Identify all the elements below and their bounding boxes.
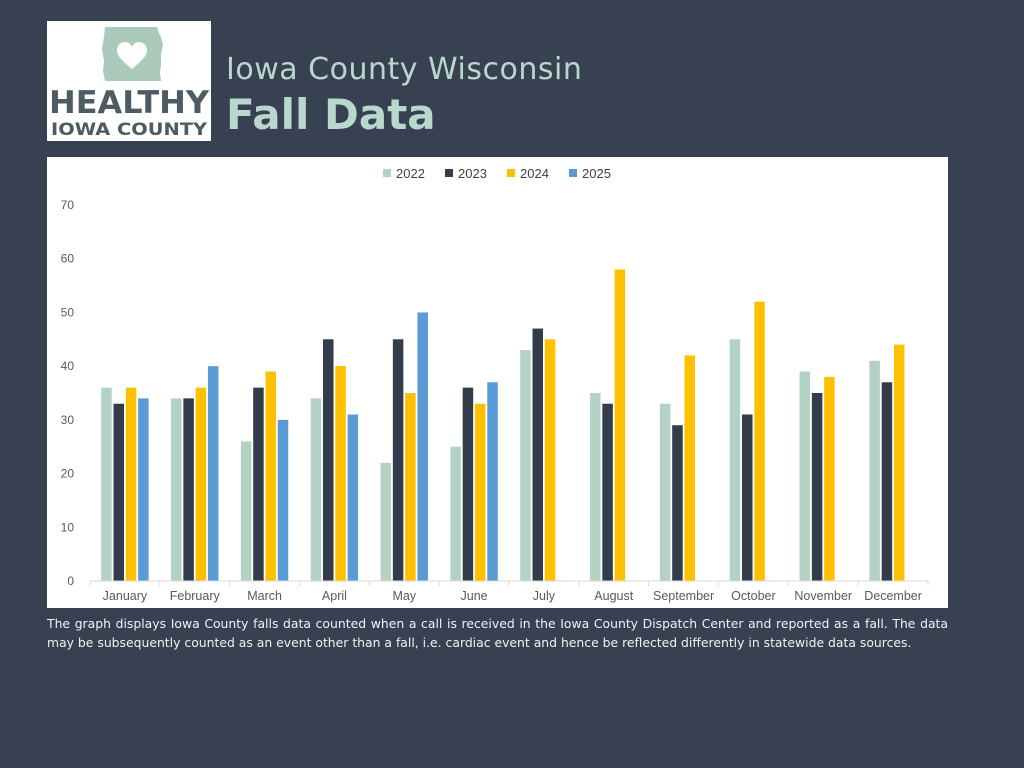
chart-canvas: 2022 2023 2024 2025 0 10 20 30 40 50 60 70 January… <box>61 166 929 603</box>
chart-caption: The graph displays Iowa County falls dat… <box>47 616 948 650</box>
x-tick-label: February <box>170 589 221 603</box>
bar-2024-october <box>754 301 765 581</box>
heart-icon <box>117 42 147 69</box>
bar-2024-april <box>335 366 346 581</box>
x-tick-label: March <box>247 589 282 603</box>
bar-2023-april <box>323 339 334 581</box>
bar-2024-june <box>474 403 486 581</box>
bar-2025-june <box>487 382 498 581</box>
bar-2024-december <box>893 344 905 581</box>
legend-label-2023: 2023 <box>458 166 487 181</box>
bar-2025-january <box>138 398 149 581</box>
bar-2022-october <box>729 339 741 581</box>
legend-swatch-2022 <box>383 169 391 177</box>
bar-2024-august <box>614 269 626 581</box>
x-axis-ticks <box>89 581 929 586</box>
bar-2022-may <box>380 462 392 581</box>
x-tick-label: August <box>594 589 633 603</box>
bar-2022-january <box>101 387 112 581</box>
bar-2023-november <box>811 393 823 581</box>
bar-2023-july <box>532 328 544 581</box>
y-tick-label: 50 <box>61 305 75 319</box>
bar-2024-november <box>824 376 835 581</box>
x-tick-label: October <box>731 589 775 603</box>
page-subtitle: Iowa County Wisconsin <box>226 52 583 87</box>
bar-2025-may <box>417 312 428 581</box>
x-tick-label: July <box>533 589 556 603</box>
y-tick-label: 0 <box>67 574 74 588</box>
bar-2023-february <box>183 398 194 581</box>
x-tick-label: May <box>392 589 416 603</box>
y-tick-label: 20 <box>61 467 75 481</box>
legend-swatch-2025 <box>569 169 577 177</box>
bar-2022-december <box>869 360 880 581</box>
bar-2024-september <box>684 355 695 581</box>
bar-2023-june <box>462 387 474 581</box>
bar-2024-july <box>544 339 556 581</box>
legend-label-2025: 2025 <box>582 166 611 181</box>
bar-2022-november <box>799 371 811 581</box>
x-tick-label: December <box>864 589 922 603</box>
x-tick-label: January <box>103 589 148 603</box>
bar-2024-january <box>125 387 137 581</box>
bar-2023-december <box>881 382 893 581</box>
legend-swatch-2024 <box>507 169 515 177</box>
bar-2024-march <box>265 371 276 581</box>
y-tick-label: 60 <box>61 252 75 266</box>
logo-healthy-text: HEALTHY <box>49 85 210 121</box>
x-axis-labels: January February March April May June July Augu… <box>103 589 922 603</box>
bar-2023-january <box>113 403 125 581</box>
bar-2022-september <box>659 403 671 581</box>
y-axis-ticks: 0 10 20 30 40 50 60 70 <box>61 198 75 588</box>
y-tick-label: 30 <box>61 413 75 427</box>
legend-label-2022: 2022 <box>396 166 425 181</box>
y-tick-label: 10 <box>61 520 75 534</box>
logo-iowa-county-text: IOWA COUNTY <box>51 120 208 140</box>
bar-2025-april <box>347 414 359 581</box>
bar-2023-may <box>392 339 404 581</box>
legend-swatch-2023 <box>445 169 453 177</box>
healthy-iowa-county-logo: HEALTHY IOWA COUNTY <box>47 21 211 141</box>
bar-2022-march <box>240 441 252 581</box>
bar-2023-march <box>253 387 264 581</box>
x-tick-label: June <box>461 589 488 603</box>
y-tick-label: 40 <box>61 359 75 373</box>
y-tick-label: 70 <box>61 198 75 212</box>
bar-2025-march <box>277 419 289 581</box>
legend-label-2024: 2024 <box>520 166 549 181</box>
chart-bars <box>101 269 905 581</box>
page-title: Fall Data <box>226 90 436 139</box>
chart-legend: 2022 2023 2024 2025 <box>383 166 611 181</box>
x-tick-label: April <box>322 589 347 603</box>
bar-2024-may <box>405 393 416 581</box>
x-tick-label: November <box>794 589 852 603</box>
bar-2024-february <box>195 387 207 581</box>
bar-2022-april <box>310 398 322 581</box>
bar-2023-october <box>742 414 753 581</box>
bar-2023-august <box>602 403 613 581</box>
bar-2022-june <box>450 446 461 581</box>
bar-2025-february <box>207 366 219 581</box>
bar-2022-july <box>520 350 531 581</box>
bar-2023-september <box>672 425 683 581</box>
bar-2022-august <box>590 393 601 581</box>
x-tick-label: September <box>653 589 714 603</box>
bar-2022-february <box>171 398 182 581</box>
fall-data-bar-chart: 2022 2023 2024 2025 0 10 20 30 40 50 60 70 January… <box>47 157 948 608</box>
